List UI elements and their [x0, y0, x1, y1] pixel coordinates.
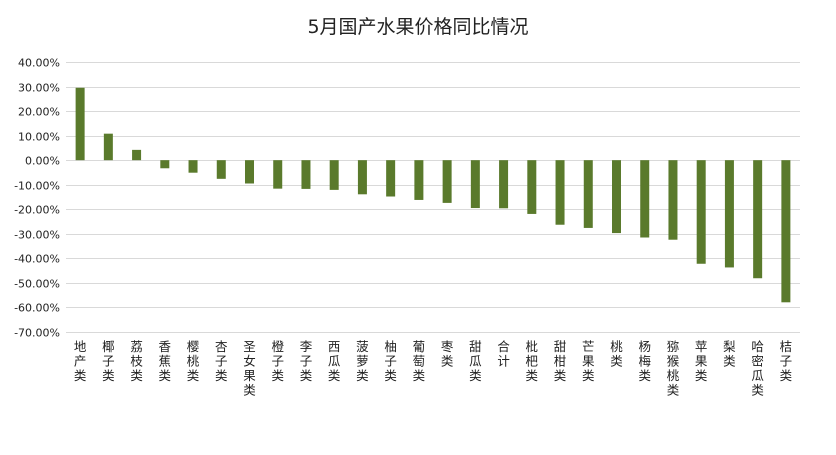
- x-tick-label: 杏子类: [215, 339, 228, 383]
- x-tick-label: 荔枝类: [130, 339, 143, 383]
- y-tick-label: -30.00%: [14, 229, 60, 242]
- bar: [640, 160, 650, 238]
- bar: [273, 160, 283, 189]
- x-tick-label: 猕猴桃类: [667, 339, 680, 398]
- x-tick-label: 李子类: [300, 339, 313, 383]
- y-tick-label: -10.00%: [14, 180, 60, 193]
- gridlines: [66, 62, 800, 333]
- bar: [414, 160, 424, 200]
- bar: [753, 160, 763, 279]
- x-tick-label: 香蕉类: [159, 339, 172, 383]
- x-tick-label: 樱桃类: [187, 339, 200, 383]
- y-tick-label: 20.00%: [18, 106, 60, 119]
- bar: [301, 160, 311, 189]
- bars: [75, 87, 791, 303]
- bar: [470, 160, 480, 209]
- x-tick-label: 枇杷类: [526, 339, 539, 383]
- x-tick-label: 苹果类: [695, 339, 708, 383]
- bar: [329, 160, 339, 190]
- bar: [386, 160, 396, 197]
- bar: [696, 160, 706, 264]
- bar: [781, 160, 791, 303]
- x-tick-label: 哈密瓜类: [751, 339, 764, 398]
- x-tick-label: 梨类: [723, 339, 736, 369]
- x-tick-label: 桔子类: [780, 339, 793, 383]
- y-tick-label: 10.00%: [18, 131, 60, 144]
- x-axis-tick-labels: 地产类 椰子类 荔枝类 香蕉类 樱桃类 杏子类 圣女果类 橙子类 李子类 西瓜类 菠萝类 柚子类 葡萄类…: [74, 339, 793, 398]
- bar: [668, 160, 678, 240]
- bar: [527, 160, 537, 214]
- x-tick-label: 西瓜类: [328, 339, 341, 383]
- bar: [612, 160, 621, 234]
- bar: [245, 160, 254, 184]
- y-tick-label: 0.00%: [25, 155, 60, 168]
- bar: [555, 160, 565, 225]
- x-tick-label: 葡萄类: [413, 339, 426, 383]
- x-tick-label: 合计: [497, 339, 510, 369]
- y-tick-label: -60.00%: [14, 302, 60, 315]
- x-tick-label: 甜瓜类: [469, 339, 482, 383]
- bar: [216, 160, 226, 179]
- x-tick-label: 地产类: [74, 339, 87, 383]
- x-tick-label: 甜柑类: [554, 339, 567, 383]
- x-tick-label: 芒果类: [582, 339, 595, 383]
- bar: [132, 149, 142, 161]
- bar: [357, 160, 367, 195]
- y-axis-tick-labels: 40.00% 30.00% 20.00% 10.00% 0.00% -10.00% -20.…: [14, 57, 60, 340]
- y-tick-label: 40.00%: [18, 57, 60, 70]
- bar: [499, 160, 509, 209]
- bar: [583, 160, 593, 228]
- bar: [188, 160, 198, 173]
- x-tick-label: 柚子类: [384, 339, 397, 383]
- y-tick-label: 30.00%: [18, 82, 60, 95]
- bar: [442, 160, 452, 203]
- x-tick-label: 椰子类: [102, 339, 115, 383]
- bar: [75, 87, 85, 161]
- x-tick-label: 杨梅类: [638, 339, 651, 383]
- x-tick-label: 枣类: [441, 339, 454, 369]
- y-tick-label: -40.00%: [14, 253, 60, 266]
- y-tick-label: -20.00%: [14, 204, 60, 217]
- x-tick-label: 桃类: [610, 339, 623, 369]
- x-tick-label: 橙子类: [271, 339, 284, 383]
- bar: [724, 160, 734, 268]
- y-tick-label: -70.00%: [14, 327, 60, 340]
- bar: [103, 133, 113, 161]
- x-tick-label: 圣女果类: [243, 339, 256, 398]
- bar: [160, 160, 170, 169]
- y-tick-label: -50.00%: [14, 278, 60, 291]
- chart-title: 5月国产水果价格同比情况: [307, 16, 529, 38]
- x-tick-label: 菠萝类: [356, 339, 369, 383]
